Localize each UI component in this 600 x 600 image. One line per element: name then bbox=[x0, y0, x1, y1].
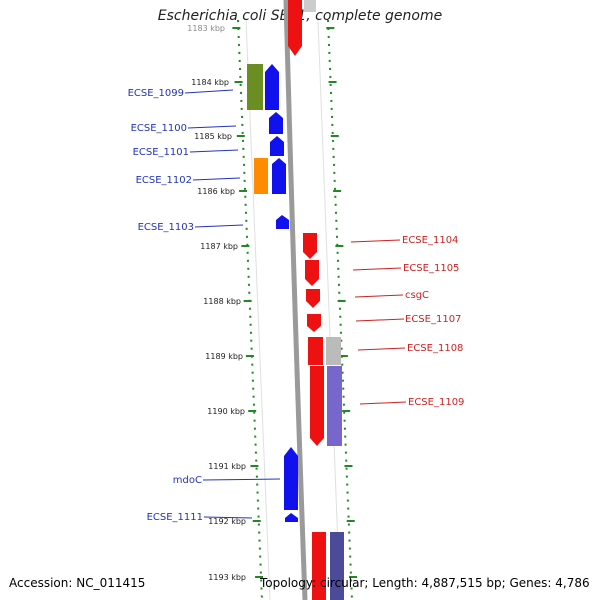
label-csgc: csgC bbox=[405, 290, 429, 301]
accession-text: Accession: NC_011415 bbox=[9, 576, 146, 590]
left-label-lines bbox=[184, 89, 281, 519]
gene-grey-top bbox=[304, 0, 316, 12]
gene-mdoc-blue bbox=[284, 447, 298, 510]
label-ecse-1107: ECSE_1107 bbox=[405, 314, 461, 325]
gene-ecse-1100-blue bbox=[269, 112, 283, 134]
gene-ecse-1102-orange bbox=[254, 158, 268, 194]
gene-ecse-1109-red bbox=[310, 366, 324, 446]
gene-ecse-1109-purple bbox=[327, 366, 342, 446]
gene-ecse-1103-blue bbox=[276, 215, 289, 229]
gene-ecse-1107-red bbox=[307, 314, 321, 332]
left-tick-rail bbox=[237, 19, 263, 600]
label-ecse-1099: ECSE_1099 bbox=[128, 88, 184, 99]
right-guide-line bbox=[317, 19, 341, 600]
label-ecse-1100: ECSE_1100 bbox=[131, 123, 187, 134]
label-ecse-1103: ECSE_1103 bbox=[138, 222, 194, 233]
label-ecse-1102: ECSE_1102 bbox=[136, 175, 192, 186]
genome-summary: Topology: circular; Length: 4,887,515 bp… bbox=[260, 576, 590, 590]
gene-ecse-1099-blue bbox=[265, 64, 279, 110]
tick-label-1190: 1190 kbp bbox=[207, 407, 245, 416]
tick-label-1192: 1192 kbp bbox=[208, 517, 246, 526]
tick-label-1183: 1183 kbp bbox=[187, 24, 225, 33]
label-mdoc: mdoC bbox=[173, 475, 202, 486]
tick-label-1193: 1193 kbp bbox=[208, 573, 246, 582]
gene-ecse-1101-blue bbox=[270, 136, 284, 156]
genome-backbone bbox=[283, 0, 308, 600]
tick-label-1191: 1191 kbp bbox=[208, 462, 246, 471]
label-ecse-1101: ECSE_1101 bbox=[133, 147, 189, 158]
tick-marks bbox=[232, 27, 358, 578]
label-ecse-1108: ECSE_1108 bbox=[407, 343, 463, 354]
gene-ecse-1104-red bbox=[303, 233, 317, 259]
tick-label-1184: 1184 kbp bbox=[191, 78, 229, 87]
label-ecse-1105: ECSE_1105 bbox=[403, 263, 459, 274]
label-ecse-1104: ECSE_1104 bbox=[402, 235, 458, 246]
gene-bottom-purple bbox=[330, 532, 344, 600]
tick-label-1189: 1189 kbp bbox=[205, 352, 243, 361]
gene-csgc-red bbox=[306, 289, 320, 308]
gene-ecse-1099-green bbox=[247, 64, 263, 110]
gene-ecse-1108-red bbox=[308, 337, 323, 365]
tick-label-1187: 1187 kbp bbox=[200, 242, 238, 251]
gene-ecse-1102-blue bbox=[272, 158, 286, 194]
gene-arrow-top bbox=[288, 0, 302, 56]
left-guide-line bbox=[245, 19, 271, 600]
tick-label-1186: 1186 kbp bbox=[197, 187, 235, 196]
tick-label-1188: 1188 kbp bbox=[203, 297, 241, 306]
gene-bottom-red bbox=[312, 532, 326, 600]
gene-ecse-1108-grey bbox=[326, 337, 341, 365]
label-ecse-1111: ECSE_1111 bbox=[147, 512, 203, 523]
label-ecse-1109: ECSE_1109 bbox=[408, 397, 464, 408]
gene-ecse-1111-blue bbox=[285, 513, 298, 522]
tick-label-1185: 1185 kbp bbox=[194, 132, 232, 141]
right-label-lines bbox=[350, 239, 407, 405]
right-tick-rail bbox=[327, 19, 353, 600]
gene-features bbox=[247, 0, 344, 600]
gene-ecse-1105-red bbox=[305, 260, 319, 286]
